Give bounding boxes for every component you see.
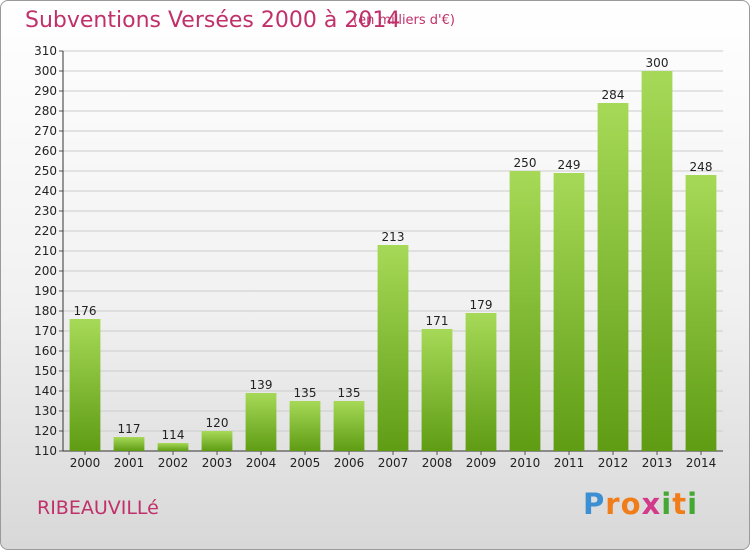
bar-2004	[245, 393, 277, 451]
logo-letter: i	[661, 487, 673, 521]
logo-letter: P	[583, 487, 606, 521]
x-tick-label-2000: 2000	[70, 456, 101, 470]
data-label-2007: 213	[382, 230, 405, 244]
x-tick-label-2005: 2005	[290, 456, 321, 470]
y-tick-label: 250	[34, 164, 57, 178]
y-tick-label: 310	[34, 44, 57, 58]
data-label-2001: 117	[118, 422, 141, 436]
logo-letter: x	[641, 487, 662, 521]
data-label-2008: 171	[426, 314, 449, 328]
x-tick-label-2014: 2014	[686, 456, 717, 470]
y-tick-label: 130	[34, 404, 57, 418]
logo-letter: o	[620, 487, 642, 521]
bar-2013	[641, 71, 673, 451]
x-tick-label-2004: 2004	[246, 456, 277, 470]
chart-subtitle: (en milliers d'€)	[353, 13, 455, 28]
bar-2010	[509, 171, 541, 451]
data-label-2003: 120	[206, 416, 229, 430]
bar-chart: 110 120 130 140 150 160 170 180 190 200 210 220 230 2…	[34, 44, 723, 470]
bar-2008	[421, 329, 453, 451]
data-label-2002: 114	[162, 428, 185, 442]
data-label-2011: 249	[558, 158, 581, 172]
data-labels: 176 117 114 120 139 135 135 213 171 179 250 249 284 3…	[74, 56, 713, 442]
x-tick-label-2007: 2007	[378, 456, 409, 470]
x-tick-label-2011: 2011	[554, 456, 585, 470]
x-tick-label-2003: 2003	[202, 456, 233, 470]
data-label-2000: 176	[74, 304, 97, 318]
y-tick-label: 270	[34, 124, 57, 138]
bar-2003	[201, 431, 233, 451]
x-tick-label-2009: 2009	[466, 456, 497, 470]
bar-2014	[685, 175, 717, 451]
bar-2000	[69, 319, 101, 451]
x-tick-label-2013: 2013	[642, 456, 673, 470]
data-label-2006: 135	[338, 386, 361, 400]
bar-2007	[377, 245, 409, 451]
y-tick-label: 210	[34, 244, 57, 258]
bar-2009	[465, 313, 497, 451]
data-label-2014: 248	[690, 160, 713, 174]
y-tick-label: 140	[34, 384, 57, 398]
logo-letter: r	[605, 487, 621, 521]
y-tick-label: 200	[34, 264, 57, 278]
y-tick-label: 260	[34, 144, 57, 158]
x-tick-label-2002: 2002	[158, 456, 189, 470]
y-tick-label: 110	[34, 444, 57, 458]
data-label-2005: 135	[294, 386, 317, 400]
y-tick-label: 160	[34, 344, 57, 358]
commune-name: RIBEAUVILLé	[37, 497, 159, 519]
x-tick-label-2012: 2012	[598, 456, 629, 470]
bar-2006	[333, 401, 365, 451]
x-tick-label-2010: 2010	[510, 456, 541, 470]
y-tick-label: 150	[34, 364, 57, 378]
y-tick-label: 280	[34, 104, 57, 118]
y-tick-label: 120	[34, 424, 57, 438]
y-tick-label: 290	[34, 84, 57, 98]
chart-title: Subventions Versées 2000 à 2014	[25, 8, 401, 33]
data-label-2013: 300	[646, 56, 669, 70]
y-tick-label: 300	[34, 64, 57, 78]
data-label-2010: 250	[514, 156, 537, 170]
data-label-2009: 179	[470, 298, 493, 312]
x-tick-label-2006: 2006	[334, 456, 365, 470]
y-tick-label: 180	[34, 304, 57, 318]
data-label-2012: 284	[602, 88, 625, 102]
y-tick-label: 170	[34, 324, 57, 338]
data-label-2004: 139	[250, 378, 273, 392]
bar-2001	[113, 437, 145, 451]
y-tick-label: 230	[34, 204, 57, 218]
bars	[69, 71, 717, 451]
y-tick-label: 240	[34, 184, 57, 198]
proxiti-logo: Proxiti	[583, 487, 698, 521]
bar-2012	[597, 103, 629, 451]
y-tick-label: 190	[34, 284, 57, 298]
x-tick-label-2008: 2008	[422, 456, 453, 470]
logo-letter: t	[672, 487, 688, 521]
bar-2011	[553, 173, 585, 451]
x-tick-label-2001: 2001	[114, 456, 145, 470]
logo-letter: i	[687, 487, 699, 521]
bar-2005	[289, 401, 321, 451]
bar-2002	[157, 443, 189, 451]
y-tick-label: 220	[34, 224, 57, 238]
